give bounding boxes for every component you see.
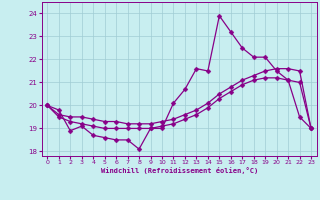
X-axis label: Windchill (Refroidissement éolien,°C): Windchill (Refroidissement éolien,°C) <box>100 167 258 174</box>
